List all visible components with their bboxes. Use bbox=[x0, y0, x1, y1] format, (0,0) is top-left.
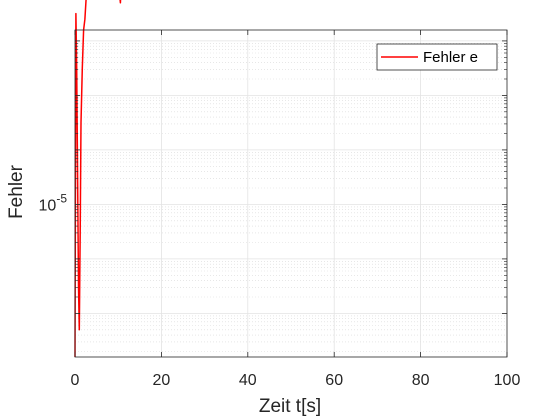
major-grid bbox=[75, 30, 507, 357]
y-axis-title: Fehler bbox=[6, 164, 27, 219]
axes-layer bbox=[74, 29, 508, 358]
x-tick-label: 20 bbox=[153, 372, 171, 389]
legend-label: Fehler e bbox=[423, 49, 478, 66]
x-tick-label: 80 bbox=[412, 372, 430, 389]
x-tick-label: 100 bbox=[494, 372, 521, 389]
y-tick-label: 10-5 bbox=[39, 191, 68, 214]
ticks-layer: 02040608010010010-5 bbox=[39, 30, 521, 389]
plot-background bbox=[75, 30, 507, 357]
x-tick-label: 60 bbox=[325, 372, 343, 389]
axes-box bbox=[74, 29, 508, 358]
legend[interactable]: Fehler e bbox=[376, 43, 498, 71]
x-tick-label: 40 bbox=[239, 372, 257, 389]
plot-area bbox=[75, 30, 507, 357]
x-axis-title: Zeit t[s] bbox=[259, 396, 321, 417]
x-tick-label: 0 bbox=[71, 372, 80, 389]
